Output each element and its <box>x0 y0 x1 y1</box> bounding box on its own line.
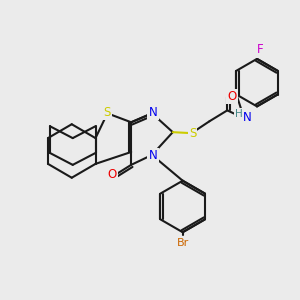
Text: H: H <box>235 109 243 119</box>
Text: O: O <box>108 168 117 181</box>
Text: S: S <box>104 106 111 119</box>
Text: N: N <box>243 111 251 124</box>
Text: N: N <box>148 149 157 162</box>
Text: S: S <box>189 127 196 140</box>
Text: F: F <box>257 44 263 56</box>
Text: O: O <box>228 90 237 103</box>
Text: Br: Br <box>177 238 189 248</box>
Text: N: N <box>148 106 157 119</box>
